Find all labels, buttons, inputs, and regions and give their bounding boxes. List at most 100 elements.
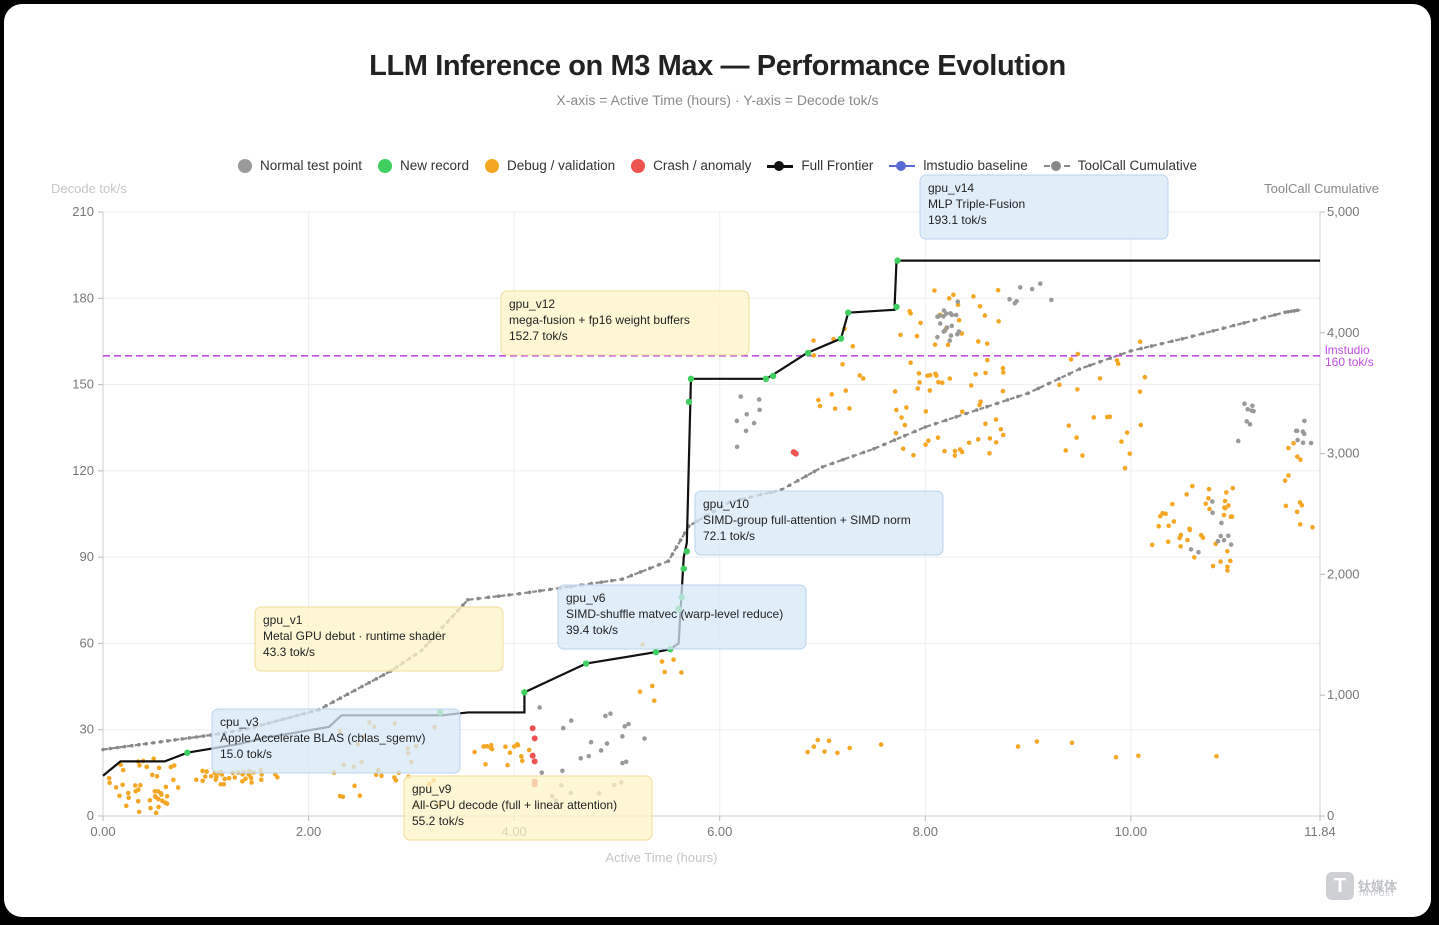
debug-point bbox=[164, 801, 170, 806]
debug-point bbox=[975, 339, 981, 344]
new-record-point bbox=[894, 257, 901, 264]
crash-point bbox=[531, 735, 538, 742]
y-tick-label: 120 bbox=[72, 463, 94, 478]
debug-point bbox=[985, 357, 990, 363]
debug-point bbox=[1214, 753, 1219, 759]
dashed-line-icon bbox=[1043, 159, 1070, 173]
annotation-gpu-v1: gpu_v1 Metal GPU debut · runtime shader 43… bbox=[254, 606, 504, 672]
legend: Normal test point New record Debug / val… bbox=[4, 158, 1431, 173]
debug-point bbox=[1310, 524, 1315, 530]
crash-point bbox=[792, 450, 799, 457]
normal-test-point bbox=[603, 713, 608, 719]
debug-point bbox=[939, 380, 945, 386]
toolcall-point bbox=[1046, 381, 1051, 386]
debug-point bbox=[1171, 519, 1177, 524]
toolcall-point bbox=[180, 737, 184, 741]
debug-point bbox=[832, 406, 838, 411]
toolcall-point bbox=[954, 415, 958, 419]
new-record-point bbox=[893, 303, 900, 311]
debug-point bbox=[357, 793, 363, 798]
annotation-desc: MLP Triple-Fusion bbox=[928, 197, 1025, 211]
debug-point bbox=[1295, 454, 1300, 459]
normal-test-point bbox=[1247, 421, 1253, 427]
debug-point bbox=[133, 788, 138, 794]
debug-point bbox=[1206, 496, 1211, 501]
toolcall-point bbox=[682, 531, 687, 535]
toolcall-point bbox=[1295, 308, 1300, 313]
normal-test-point bbox=[568, 718, 574, 723]
debug-point bbox=[1000, 365, 1006, 371]
normal-test-point bbox=[620, 760, 625, 766]
normal-test-point bbox=[578, 755, 583, 761]
debug-point bbox=[138, 782, 143, 788]
normal-test-point bbox=[1221, 537, 1227, 543]
debug-point bbox=[911, 452, 916, 458]
normal-test-point bbox=[1017, 285, 1023, 290]
crash-point bbox=[529, 725, 536, 732]
normal-test-point bbox=[1007, 296, 1012, 302]
y-tick-label: 30 bbox=[80, 722, 94, 737]
toolcall-point bbox=[1098, 359, 1102, 364]
annotation-desc: mega-fusion + fp16 weight buffers bbox=[509, 313, 690, 327]
normal-test-point bbox=[560, 725, 566, 731]
debug-point bbox=[200, 778, 205, 784]
legend-item-crash[interactable]: Crash / anomaly bbox=[631, 158, 751, 173]
toolcall-point bbox=[115, 745, 120, 750]
legend-label: New record bbox=[400, 158, 470, 173]
debug-point bbox=[147, 798, 153, 803]
legend-item-baseline[interactable]: lmstudio baseline bbox=[889, 158, 1028, 173]
debug-point bbox=[908, 360, 913, 366]
debug-point bbox=[923, 442, 928, 448]
debug-point bbox=[651, 698, 657, 704]
x-tick-label: 0.00 bbox=[90, 824, 115, 839]
debug-point bbox=[966, 440, 972, 446]
debug-point bbox=[805, 749, 810, 755]
toolcall-point bbox=[812, 469, 817, 474]
debug-point bbox=[1034, 739, 1040, 744]
debug-point bbox=[137, 763, 142, 768]
debug-point bbox=[340, 794, 346, 800]
legend-item-frontier[interactable]: Full Frontier bbox=[767, 158, 873, 173]
debug-point bbox=[900, 446, 906, 452]
toolcall-point bbox=[345, 692, 350, 697]
legend-item-normal[interactable]: Normal test point bbox=[237, 158, 362, 173]
debug-point bbox=[193, 777, 199, 783]
debug-point bbox=[843, 388, 849, 393]
normal-test-point bbox=[588, 739, 594, 745]
orange-dot-icon bbox=[485, 158, 500, 173]
debug-point bbox=[1001, 370, 1006, 375]
normal-test-point bbox=[560, 768, 565, 774]
toolcall-point bbox=[1057, 376, 1061, 381]
normal-test-point bbox=[947, 338, 953, 343]
toolcall-point bbox=[1108, 356, 1113, 360]
debug-point bbox=[835, 750, 840, 756]
green-dot-icon bbox=[378, 158, 392, 173]
debug-point bbox=[975, 437, 981, 442]
debug-point bbox=[240, 778, 245, 784]
debug-point bbox=[1074, 435, 1079, 440]
new-record-point bbox=[845, 309, 852, 316]
debug-point bbox=[847, 406, 852, 411]
legend-item-new-record[interactable]: New record bbox=[378, 158, 469, 173]
y2-axis-label: ToolCall Cumulative bbox=[1264, 181, 1379, 196]
debug-point bbox=[1000, 432, 1006, 438]
toolcall-point bbox=[1272, 313, 1277, 317]
debug-point bbox=[1122, 465, 1128, 471]
debug-point bbox=[671, 657, 676, 662]
toolcall-point bbox=[486, 595, 491, 600]
toolcall-point bbox=[1139, 346, 1143, 351]
toolcall-point bbox=[1005, 398, 1010, 402]
debug-point bbox=[829, 392, 835, 397]
debug-point bbox=[987, 436, 993, 441]
toolcall-point bbox=[923, 425, 928, 429]
normal-test-point bbox=[935, 334, 940, 340]
legend-item-debug[interactable]: Debug / validation bbox=[485, 158, 615, 173]
debug-point bbox=[995, 287, 1001, 293]
y-axis-label: Decode tok/s bbox=[51, 181, 127, 196]
debug-point bbox=[826, 738, 832, 744]
debug-point bbox=[1080, 453, 1085, 458]
toolcall-point bbox=[1026, 391, 1030, 396]
legend-item-toolcall[interactable]: ToolCall Cumulative bbox=[1043, 158, 1197, 173]
debug-point bbox=[898, 332, 903, 338]
